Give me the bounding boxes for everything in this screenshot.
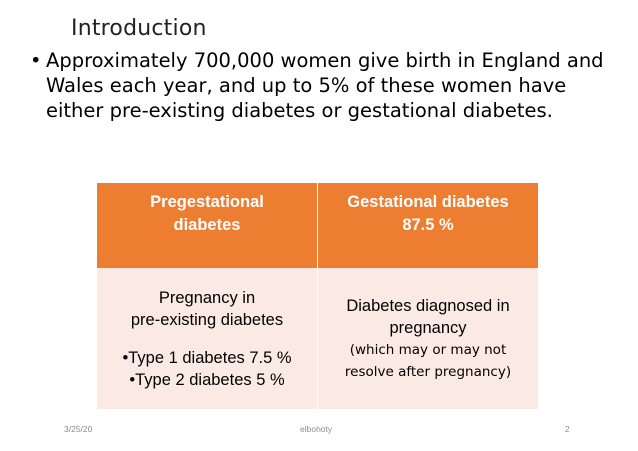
spacer	[101, 331, 313, 347]
bullet-text: Approximately 700,000 women give birth i…	[46, 49, 604, 122]
cell-gestational-line1: Diabetes diagnosed in	[346, 296, 510, 315]
cell-pregestational: Pregnancy in pre-existing diabetes •Type…	[97, 268, 318, 409]
diabetes-comparison-table: Pregestational diabetes Gestational diab…	[97, 183, 538, 409]
bullet-marker: •	[30, 49, 42, 72]
cell-gestational-note2: resolve after pregnancy)	[344, 363, 512, 380]
cell-pregestational-line1: Pregnancy in	[158, 288, 256, 307]
cell-gestational-note1: (which may or may not	[349, 341, 507, 358]
slide-title: Introduction	[71, 16, 207, 41]
table-header-row: Pregestational diabetes Gestational diab…	[97, 183, 538, 268]
bullet-item: • Approximately 700,000 women give birth…	[30, 48, 620, 123]
header-gestational: Gestational diabetes 87.5 %	[317, 183, 538, 268]
type1-item: •Type 1 diabetes 7.5 %	[122, 348, 292, 367]
cell-gestational-line2: pregnancy	[389, 318, 467, 337]
type2-item: •Type 2 diabetes 5 %	[129, 370, 285, 389]
footer-date: 3/25/20	[64, 424, 93, 434]
header-pregestational: Pregestational diabetes	[97, 183, 318, 268]
footer-author: elbohoty	[300, 424, 333, 434]
header-gestational-line1: Gestational diabetes	[347, 193, 509, 211]
page-number: 2	[565, 424, 570, 434]
cell-gestational: Diabetes diagnosed in pregnancy (which m…	[317, 268, 538, 409]
header-gestational-line2: 87.5 %	[402, 216, 454, 234]
table-row: Pregnancy in pre-existing diabetes •Type…	[97, 268, 538, 409]
header-pregestational-line1: Pregestational	[150, 193, 264, 211]
bullet-list: • Approximately 700,000 women give birth…	[30, 48, 620, 123]
cell-pregestational-line2: pre-existing diabetes	[130, 310, 284, 329]
header-pregestational-line2: diabetes	[173, 216, 241, 234]
